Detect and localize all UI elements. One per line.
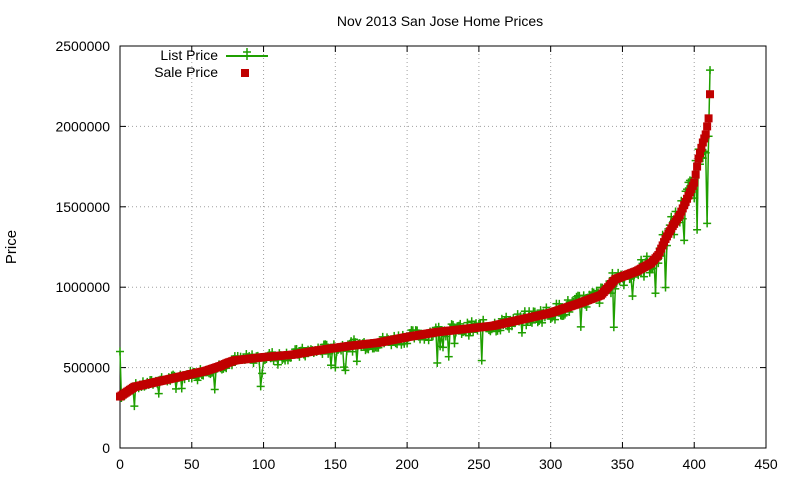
list-price-point [464, 331, 473, 340]
list-price-point [639, 272, 648, 281]
list-price-point [680, 236, 689, 245]
x-tick-label: 350 [611, 456, 635, 472]
list-price-point [130, 402, 139, 411]
y-axis-label: Price [3, 230, 20, 264]
sale-price-point [693, 162, 702, 171]
list-price-point [341, 366, 350, 375]
y-tick-label: 1000000 [55, 279, 110, 295]
list-price-point [576, 322, 585, 331]
list-price-point [154, 389, 163, 398]
list-price-point [550, 315, 559, 324]
sale-price-point [697, 143, 706, 152]
list-price-point [116, 347, 124, 356]
list-price-point [661, 283, 670, 292]
y-tick-label: 2500000 [55, 38, 110, 54]
sale-price-point [701, 130, 710, 139]
y-tick-label: 500000 [63, 360, 110, 376]
list-price-point [517, 328, 526, 337]
legend-sale-price-marker [241, 69, 249, 77]
plot-frame [119, 45, 767, 449]
y-tick-label: 2000000 [55, 118, 110, 134]
list-price-point [258, 369, 267, 378]
list-price-point [177, 384, 186, 393]
sale-price-series [116, 90, 715, 401]
list-price-point [703, 219, 712, 228]
sale-price-point [691, 170, 700, 179]
y-tick-label: 0 [102, 440, 110, 456]
list-price-point [439, 343, 447, 352]
sale-price-point [706, 90, 715, 99]
list-price-line [119, 70, 711, 407]
sale-price-point [700, 134, 709, 143]
list-price-point [433, 358, 442, 367]
x-tick-label: 0 [116, 456, 124, 472]
list-price-point [637, 255, 646, 264]
list-price-point [193, 376, 202, 385]
sale-price-point [695, 149, 704, 158]
list-price-point [327, 361, 336, 370]
x-tick-label: 100 [252, 456, 276, 472]
sale-price-point [694, 154, 703, 163]
list-price-point [352, 357, 361, 366]
x-tick-label: 50 [184, 456, 200, 472]
list-price-point [628, 292, 637, 301]
legend: List Price Sale Price [154, 47, 268, 80]
legend-list-price-marker [243, 48, 251, 60]
list-price-point [256, 382, 265, 391]
sale-price-point [703, 122, 712, 131]
y-tick-label: 1500000 [55, 199, 110, 215]
list-price-point [273, 360, 282, 369]
x-tick-label: 400 [683, 456, 707, 472]
list-price-point [331, 363, 340, 372]
grid-lines [120, 46, 766, 448]
list-price-point [479, 315, 488, 324]
x-tick-label: 250 [467, 456, 491, 472]
list-price-point [642, 252, 651, 261]
sale-price-point [698, 138, 707, 147]
x-tick-label: 300 [539, 456, 563, 472]
legend-list-price-label: List Price [160, 47, 218, 63]
list-price-point [651, 289, 660, 298]
legend-sale-price-label: Sale Price [154, 64, 218, 80]
sale-price-point [704, 114, 713, 123]
x-tick-label: 450 [754, 456, 778, 472]
x-tick-label: 200 [395, 456, 419, 472]
list-price-point [210, 385, 219, 394]
x-tick-label: 150 [324, 456, 348, 472]
chart-title: Nov 2013 San Jose Home Prices [337, 13, 543, 29]
list-price-point [444, 352, 453, 361]
axes: 0 50 100 150 200 250 300 350 400 450 0 500000 100000… [55, 38, 777, 472]
list-price-point [706, 66, 715, 75]
list-price-point [609, 323, 618, 332]
list-price-point [645, 268, 654, 277]
list-price-point [450, 339, 459, 348]
list-price-point [619, 281, 628, 290]
list-price-point [693, 225, 702, 234]
sale-price-point [690, 178, 699, 187]
list-price-point [477, 356, 486, 365]
list-price-point [538, 318, 547, 327]
list-price-series [116, 66, 715, 411]
